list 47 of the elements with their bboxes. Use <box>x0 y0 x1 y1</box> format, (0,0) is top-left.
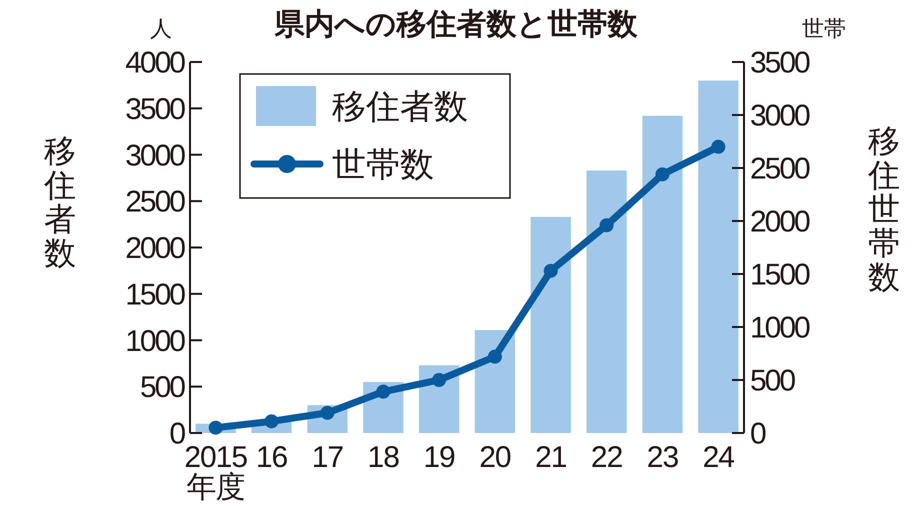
point <box>544 264 558 278</box>
x-tick-label: 23 <box>646 441 678 474</box>
y2-tick-label: 500 <box>750 364 796 398</box>
bar <box>586 170 627 433</box>
x-tick-label: 17 <box>312 441 344 474</box>
x-tick-label: 18 <box>368 441 400 474</box>
y-tick-label: 2000 <box>125 232 186 265</box>
point <box>376 384 390 399</box>
y-tick-label: 4000 <box>125 46 186 80</box>
y-tick-label: 2500 <box>125 186 186 219</box>
bar <box>642 116 683 433</box>
x-tick-label: 2015年度 <box>184 441 248 504</box>
point <box>264 414 279 428</box>
x-tick-label: 20 <box>479 441 511 474</box>
chart-title: 県内への移住者数と世帯数 <box>274 8 638 41</box>
point <box>208 420 223 435</box>
y-tick-label: 3000 <box>125 139 186 172</box>
y2-tick-label: 2000 <box>750 206 810 238</box>
y-tick-label: 1000 <box>125 324 186 358</box>
x-tick-label: 24 <box>702 441 734 474</box>
y-axis-title: 移住者数 <box>43 133 76 271</box>
point <box>600 218 614 232</box>
point <box>488 350 502 364</box>
legend-label: 世帯数 <box>332 146 434 184</box>
point <box>432 373 446 387</box>
y2-tick-label: 1000 <box>750 312 810 344</box>
y2-tick-label: 0 <box>750 418 766 450</box>
y-tick-label: 0 <box>169 418 186 450</box>
y2-axis-title: 移住世帯数 <box>867 123 900 295</box>
point <box>711 140 726 154</box>
point <box>655 167 670 182</box>
x-tick-label: 21 <box>535 441 567 474</box>
y2-tick-label: 3000 <box>750 100 810 132</box>
x-tick-label: 22 <box>590 441 623 474</box>
y2-tick-label: 1500 <box>750 258 810 292</box>
text: 世帯 <box>802 16 846 41</box>
x-tick-label: 16 <box>256 441 288 474</box>
y2-tick-label: 2500 <box>750 152 810 186</box>
y2-tick-label: 3500 <box>750 46 810 80</box>
y-tick-label: 500 <box>140 371 186 404</box>
bar <box>698 80 738 433</box>
text: 人 <box>150 16 172 41</box>
y-tick-label: 1500 <box>125 278 186 312</box>
y-tick-label: 3500 <box>125 92 186 126</box>
bar <box>530 216 571 433</box>
legend-label: 移住者数 <box>332 88 468 126</box>
x-tick-label: 19 <box>423 441 456 474</box>
